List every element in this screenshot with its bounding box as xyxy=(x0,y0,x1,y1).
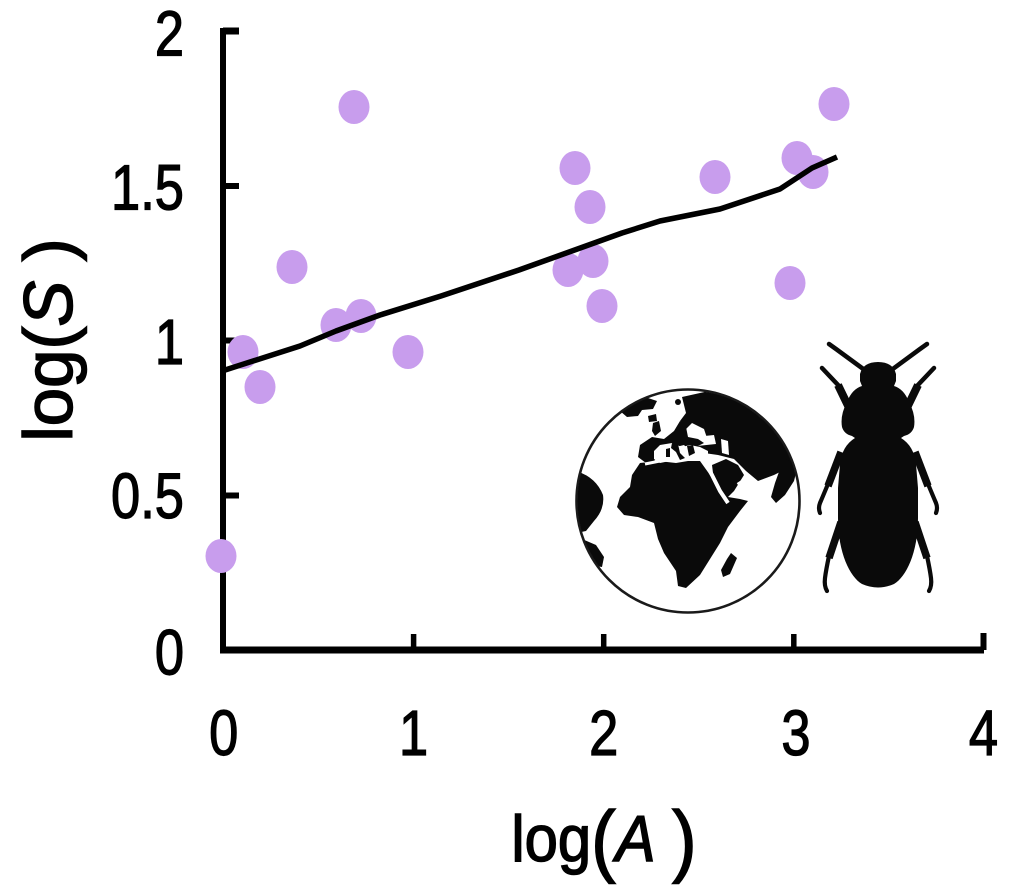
svg-text:log(S ): log(S ) xyxy=(10,238,87,441)
svg-text:0: 0 xyxy=(209,698,238,769)
svg-text:4: 4 xyxy=(969,698,998,769)
svg-text:1: 1 xyxy=(155,307,184,378)
svg-text:0.5: 0.5 xyxy=(111,461,184,532)
svg-text:3: 3 xyxy=(781,698,810,769)
svg-text:2: 2 xyxy=(589,698,618,769)
svg-text:log(A ): log(A ) xyxy=(511,795,696,885)
svg-text:2: 2 xyxy=(155,0,184,70)
svg-text:1.5: 1.5 xyxy=(111,153,184,224)
svg-text:1: 1 xyxy=(399,698,428,769)
svg-text:0: 0 xyxy=(155,618,184,689)
